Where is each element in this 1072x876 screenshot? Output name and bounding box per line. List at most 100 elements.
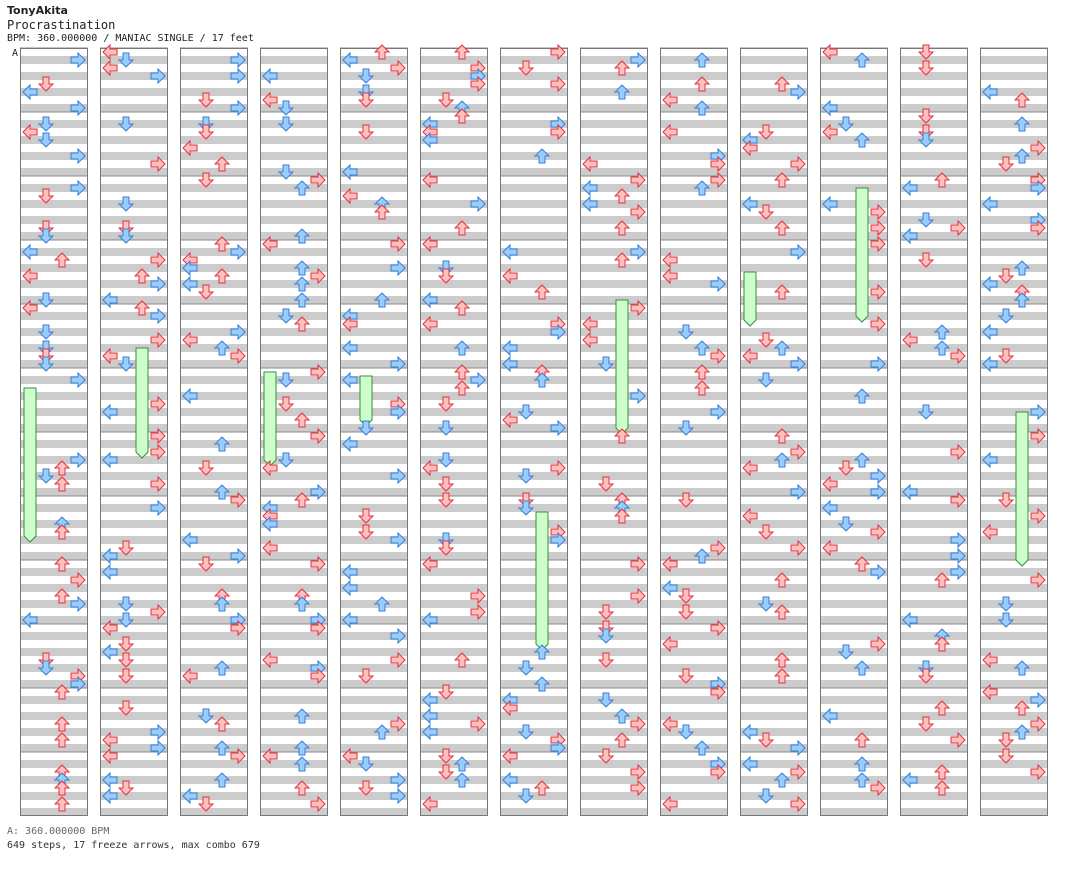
beat-stripe <box>580 184 648 192</box>
step-arrow-down <box>917 44 935 60</box>
beat-stripe <box>260 216 328 224</box>
step-arrow-up <box>693 52 711 68</box>
step-arrow-up <box>133 300 151 316</box>
beat-stripe <box>500 696 568 704</box>
freeze-arrow <box>359 375 373 427</box>
beat-stripe <box>740 152 808 160</box>
beat-stripe <box>820 808 888 816</box>
beat-stripe <box>660 552 728 560</box>
beat-stripe <box>100 760 168 768</box>
step-arrow-right <box>230 347 246 365</box>
step-arrow-up <box>453 772 471 788</box>
beat-stripe <box>100 200 168 208</box>
beat-stripe <box>180 728 248 736</box>
beat-stripe <box>820 520 888 528</box>
step-arrow-down <box>437 420 455 436</box>
step-arrow-down <box>277 308 295 324</box>
beat-stripe <box>100 424 168 432</box>
beat-stripe <box>580 200 648 208</box>
step-arrow-left <box>22 243 38 261</box>
beat-stripe <box>820 136 888 144</box>
beat-stripe <box>900 200 968 208</box>
step-arrow-left <box>822 707 838 725</box>
step-arrow-down <box>677 492 695 508</box>
beat-stripe <box>180 792 248 800</box>
notes <box>902 44 966 796</box>
beat-stripe <box>740 776 808 784</box>
step-arrow-up <box>213 660 231 676</box>
beat-stripe <box>260 424 328 432</box>
beat-stripe <box>900 632 968 640</box>
beat-stripe <box>500 664 568 672</box>
beat-stripe <box>260 120 328 128</box>
step-arrow-right <box>70 571 86 589</box>
beat-stripe <box>340 120 408 128</box>
beat-stripe <box>340 600 408 608</box>
step-arrow-down <box>597 356 615 372</box>
beat-stripe <box>100 168 168 176</box>
beat-stripe <box>660 744 728 752</box>
beat-stripe <box>660 56 728 64</box>
beat-stripe <box>100 520 168 528</box>
beat-stripe <box>660 280 728 288</box>
beat-stripe <box>740 552 808 560</box>
step-arrow-right <box>870 219 886 237</box>
step-arrow-down <box>517 60 535 76</box>
beat-stripe <box>660 568 728 576</box>
beat-stripe <box>340 408 408 416</box>
notes <box>662 52 726 813</box>
beat-stripe <box>820 728 888 736</box>
step-arrow-up <box>773 452 791 468</box>
beat-stripe <box>180 344 248 352</box>
beat-stripe <box>980 648 1048 656</box>
chart-column <box>580 47 648 816</box>
beat-stripe <box>20 72 88 80</box>
step-arrow-right <box>310 267 326 285</box>
beat-stripe <box>580 520 648 528</box>
step-arrow-right <box>790 739 806 757</box>
beat-stripe <box>820 456 888 464</box>
step-arrow-left <box>422 611 438 629</box>
step-arrow-left <box>102 563 118 581</box>
beat-stripe <box>820 56 888 64</box>
step-arrow-down <box>197 796 215 812</box>
chart-column <box>260 47 328 816</box>
step-arrow-right <box>630 243 646 261</box>
step-arrow-down <box>757 124 775 140</box>
beat-stripe <box>740 296 808 304</box>
step-arrow-up <box>773 772 791 788</box>
step-arrow-down <box>997 612 1015 628</box>
beat-stripe <box>660 104 728 112</box>
beat-stripe <box>340 184 408 192</box>
beat-stripe <box>740 280 808 288</box>
beat-stripe <box>100 360 168 368</box>
step-arrow-down <box>997 268 1015 284</box>
beat-stripe <box>980 664 1048 672</box>
beat-stripe <box>420 360 488 368</box>
beat-stripe <box>900 72 968 80</box>
beat-stripe <box>580 696 648 704</box>
step-arrow-down <box>997 348 1015 364</box>
beat-stripe <box>340 664 408 672</box>
beat-stripe <box>580 152 648 160</box>
step-arrow-left <box>982 523 998 541</box>
beat-stripe <box>980 760 1048 768</box>
step-arrow-left <box>262 67 278 85</box>
beat-stripe <box>180 120 248 128</box>
beat-stripe <box>980 216 1048 224</box>
step-arrow-left <box>422 691 438 709</box>
beat-stripe <box>660 456 728 464</box>
beat-stripe <box>340 376 408 384</box>
beat-stripe <box>980 632 1048 640</box>
beat-stripe <box>100 600 168 608</box>
beat-stripe <box>100 472 168 480</box>
beat-stripe <box>660 776 728 784</box>
step-arrow-right <box>550 75 566 93</box>
beat-stripe <box>740 808 808 816</box>
beat-stripe <box>100 536 168 544</box>
beat-stripe <box>20 728 88 736</box>
beat-stripe <box>500 456 568 464</box>
step-arrow-right <box>710 539 726 557</box>
beat-stripe <box>20 568 88 576</box>
step-arrow-up <box>773 572 791 588</box>
